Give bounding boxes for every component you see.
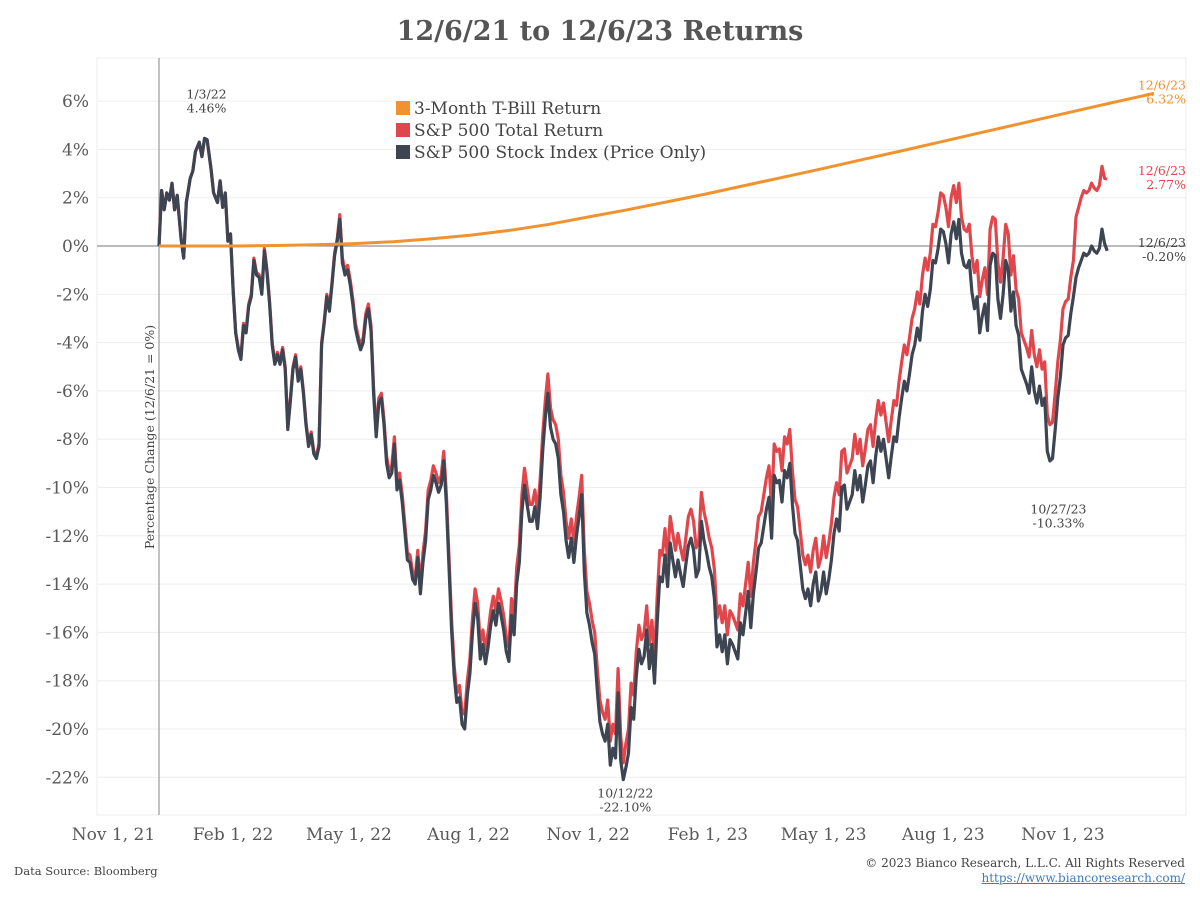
legend-swatch-2 (396, 145, 410, 159)
chart-title: 12/6/21 to 12/6/23 Returns (396, 16, 804, 47)
series-line-0 (159, 91, 1155, 248)
x-tick-label: May 1, 22 (306, 825, 392, 845)
ann-end-sp-price-date: 12/6/23 (1138, 235, 1186, 250)
ann-jan-3-22-date: 1/3/22 (186, 86, 226, 101)
x-axis-ticks: Nov 1, 21 Feb 1, 22 May 1, 22 Aug 1, 22 Nov … (72, 825, 1105, 845)
y-tick-label: -20% (45, 720, 89, 740)
plot-frame (96, 57, 1187, 816)
x-tick-label: Feb 1, 22 (193, 825, 273, 845)
y-tick-label: -22% (45, 768, 89, 788)
y-tick-label: -2% (56, 285, 89, 305)
x-tick-label: May 1, 23 (781, 825, 867, 845)
ann-oct-12-22-value: -22.10% (599, 800, 651, 815)
x-tick-label: Feb 1, 23 (668, 825, 748, 845)
y-tick-label: 0% (62, 237, 89, 257)
y-tick-label: -16% (45, 623, 89, 643)
ann-end-tbill-date: 12/6/23 (1138, 77, 1186, 92)
x-tick-label: Nov 1, 23 (1021, 825, 1104, 845)
legend-label-1: S&P 500 Total Return (414, 121, 603, 141)
x-tick-label: Aug 1, 23 (901, 825, 985, 845)
ann-oct-27-23-value: -10.33% (1033, 515, 1085, 530)
ann-end-sp-price-value: -0.20% (1142, 249, 1186, 264)
y-tick-label: -18% (45, 672, 89, 692)
copyright-text: © 2023 Bianco Research, L.L.C. All Right… (865, 856, 1185, 870)
grid-lines (97, 100, 1186, 778)
website-link[interactable]: https://www.biancoresearch.com/ (981, 871, 1185, 885)
legend-swatch-0 (396, 101, 410, 115)
series-line-1 (157, 138, 1108, 765)
ann-oct-12-22-date: 10/12/22 (597, 786, 653, 801)
y-tick-label: -10% (45, 479, 89, 499)
legend-swatch-1 (396, 123, 410, 137)
ann-jan-3-22-value: 4.46% (187, 100, 227, 115)
legend-label-0: 3-Month T-Bill Return (414, 99, 601, 119)
data-source-note: Data Source: Bloomberg (14, 864, 158, 878)
x-tick-label: Aug 1, 22 (426, 825, 510, 845)
y-axis-label: Percentage Change (12/6/21 = 0%) (142, 325, 157, 549)
y-tick-label: 4% (62, 140, 89, 160)
ann-oct-27-23-date: 10/27/23 (1030, 501, 1086, 516)
ann-end-sp-total-date: 12/6/23 (1138, 163, 1186, 178)
y-tick-label: -8% (56, 430, 89, 450)
x-tick-label: Nov 1, 21 (72, 825, 155, 845)
copyright-block: © 2023 Bianco Research, L.L.C. All Right… (865, 856, 1185, 886)
series-line-2 (157, 136, 1109, 782)
ann-end-tbill-value: 6.32% (1146, 91, 1186, 106)
legend-label-2: S&P 500 Stock Index (Price Only) (414, 143, 706, 163)
y-tick-label: -6% (56, 382, 89, 402)
y-tick-label: -14% (45, 575, 89, 595)
y-axis-ticks: 6% 4% 2% 0% -2% -4% -6% -8% -10% -12% -14% -16% -18%… (45, 92, 89, 788)
series-lines (157, 91, 1155, 782)
y-tick-label: 6% (62, 92, 89, 112)
y-tick-label: 2% (62, 189, 89, 209)
y-tick-label: -12% (45, 527, 89, 547)
ann-end-sp-total-value: 2.77% (1146, 177, 1186, 192)
y-tick-label: -4% (56, 334, 89, 354)
annotations: 1/3/224.46% 10/12/22-22.10% 10/27/23-10.33… (186, 77, 1186, 814)
x-tick-label: Nov 1, 22 (547, 825, 630, 845)
